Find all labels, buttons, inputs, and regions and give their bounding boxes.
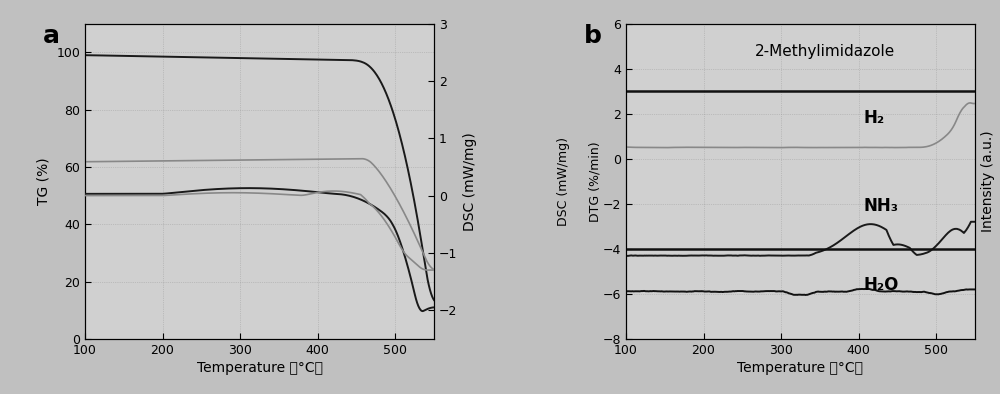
- Y-axis label: Intensity (a.u.): Intensity (a.u.): [981, 130, 995, 232]
- X-axis label: Temperature （°C）: Temperature （°C）: [737, 361, 863, 375]
- Text: H₂O: H₂O: [863, 276, 899, 294]
- Text: a: a: [43, 24, 60, 48]
- Text: 2-Methylimidazole: 2-Methylimidazole: [755, 44, 895, 59]
- Text: b: b: [584, 24, 602, 48]
- Text: H₂: H₂: [863, 109, 884, 127]
- Y-axis label: TG (%): TG (%): [37, 158, 51, 205]
- Text: DSC (mW/mg): DSC (mW/mg): [557, 137, 570, 226]
- X-axis label: Temperature （°C）: Temperature （°C）: [197, 361, 323, 375]
- Y-axis label: DSC (mW/mg): DSC (mW/mg): [463, 132, 477, 230]
- Text: DTG (%/min): DTG (%/min): [588, 141, 601, 221]
- Text: NH₃: NH₃: [863, 197, 898, 216]
